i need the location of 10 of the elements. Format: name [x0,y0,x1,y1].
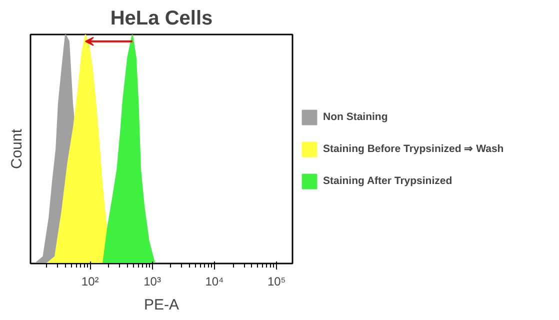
legend-label: Staining After Trypsinized [323,174,452,186]
x-tick-label: 10⁴ [205,274,224,288]
legend-label: Staining Before Trypsinized ⇒ Wash [323,142,504,155]
x-tick-label: 10² [81,274,99,288]
x-axis-title: PE-A [144,296,180,314]
legend-label: Non Staining [323,110,388,122]
chart-title: HeLa Cells [110,8,213,30]
x-tick-label: 10⁵ [267,274,286,288]
x-tick-label: 10³ [144,274,161,288]
y-axis-title: Count [8,128,26,170]
